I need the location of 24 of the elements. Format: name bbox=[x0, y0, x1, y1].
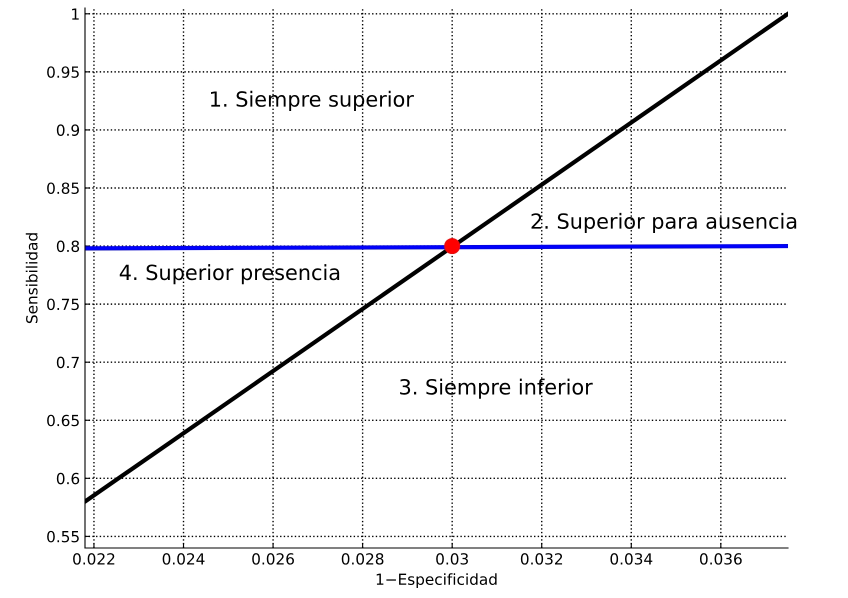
annotation: 3. Siempre inferior bbox=[400, 378, 593, 399]
x-tick-label: 0.026 bbox=[252, 553, 294, 565]
y-tick-label: 1 bbox=[72, 8, 79, 20]
x-tick-label: 0.022 bbox=[73, 553, 114, 565]
annotation: 4. Superior presencia bbox=[120, 264, 340, 284]
y-tick-label: 0.6 bbox=[56, 472, 80, 484]
x-tick-label: 0.028 bbox=[342, 553, 384, 565]
x-tick-label: 0.034 bbox=[610, 553, 652, 565]
x-tick-label: 0.03 bbox=[436, 553, 468, 565]
y-axis-title: Sensibilidad bbox=[26, 233, 38, 324]
x-tick-label: 0.024 bbox=[162, 553, 205, 565]
x-axis-title: 1−Especificidad bbox=[376, 573, 497, 588]
y-tick-label: 0.7 bbox=[56, 356, 79, 368]
y-tick-label: 0.75 bbox=[47, 298, 79, 310]
y-tick-label: 0.8 bbox=[56, 240, 80, 252]
y-tick-label: 0.65 bbox=[47, 414, 79, 426]
y-tick-label: 0.9 bbox=[56, 124, 80, 136]
y-tick-label: 0.85 bbox=[47, 182, 79, 194]
annotation: 2. Superior para ausencia bbox=[532, 212, 796, 233]
x-tick-label: 0.036 bbox=[700, 553, 742, 565]
annotation: 1. Siempre superior bbox=[211, 90, 414, 111]
y-tick-label: 0.55 bbox=[47, 530, 79, 542]
y-tick-label: 0.95 bbox=[47, 66, 79, 78]
x-tick-label: 0.032 bbox=[520, 553, 562, 565]
